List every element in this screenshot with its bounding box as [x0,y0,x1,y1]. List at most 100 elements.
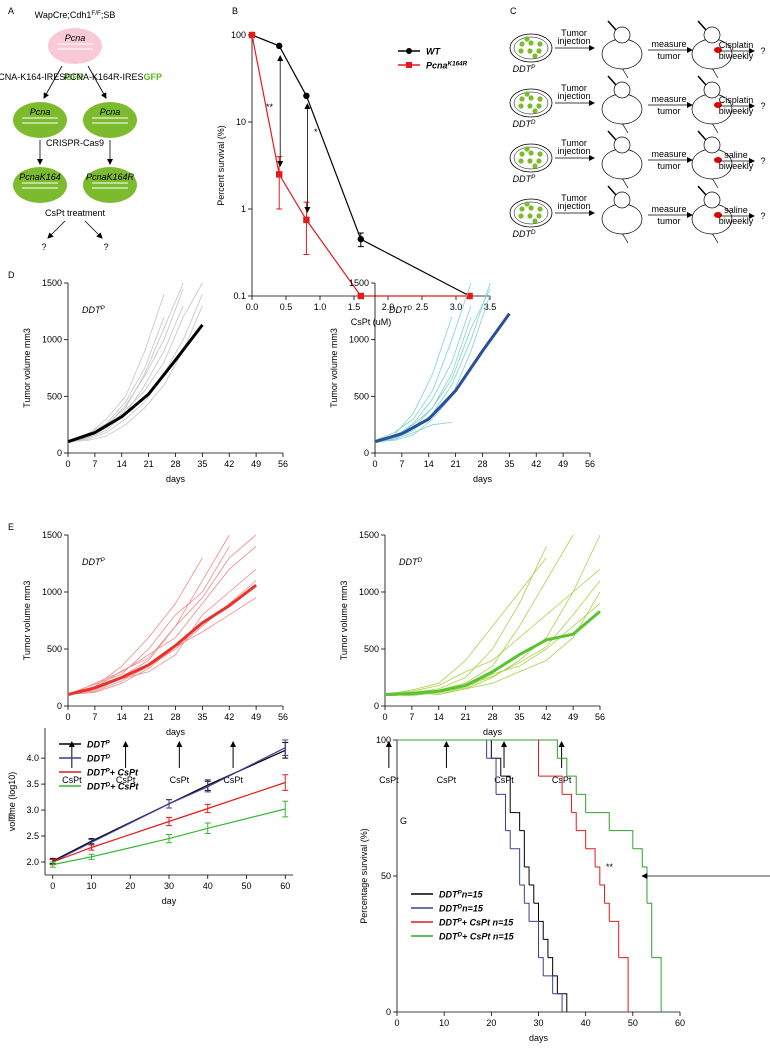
text-group: DDTP [513,64,537,75]
cell [528,95,534,101]
mouse-body [601,203,643,235]
text-part: Pcna [426,61,448,71]
text-group: WapCre;Cdh1F/F;SB [35,10,116,21]
cell-pool [83,102,137,138]
superscript: D [531,229,536,236]
survival-step [552,993,563,1012]
step-label: measure [651,204,686,214]
error-bar [303,201,310,255]
x-tick-label: 56 [585,459,595,469]
y-tick-label: 0 [386,1007,391,1017]
step-label: Tumor [561,193,587,203]
panel-label: F [8,812,14,822]
x-tick-label: 50 [241,881,251,891]
x-tick-label: 40 [581,1018,591,1028]
x-tick-label: 28 [477,459,487,469]
mouse-head [703,81,721,99]
arrow [87,65,107,99]
superscript: P [101,305,106,312]
marker [357,235,364,243]
arrow [84,220,103,239]
error-bar [166,833,172,844]
gene-label: PcnaK164R [86,172,135,182]
y-axis-label: volume (log10) [7,772,17,832]
text-group: DDTD [389,305,413,316]
marker [276,171,283,178]
step-label: injection [557,91,590,101]
panel-label: B [232,6,238,16]
mouse-tail [621,67,629,79]
syringe [607,20,617,31]
text-group: DDTPn=15 [439,889,483,900]
x-tick-label: 35 [197,459,207,469]
survival-step [533,902,539,922]
outcome: ? [760,211,765,221]
step-label: Tumor [561,83,587,93]
survival-step [576,793,587,813]
survival-step [397,739,539,777]
x-tick-label: 7 [399,459,404,469]
series-line [67,323,204,444]
survival-step [519,830,525,868]
x-tick-label: 30 [533,1018,543,1028]
treatment-label: CsPt [116,775,136,785]
syringe [697,130,707,141]
mouse-tail [711,67,719,79]
y-tick-label: 1000 [42,335,62,345]
panel-label: C [510,6,517,16]
survival-step [510,848,521,885]
x-tick-label: 49 [251,459,261,469]
y-tick-label: 500 [47,644,62,654]
x-tick-label: 21 [144,459,154,469]
text-part: DDT [439,904,459,914]
x-tick-label: 14 [434,712,444,722]
x-axis-label: days [483,727,503,737]
superscript: D [458,931,463,938]
dish [509,33,553,63]
y-tick-label: 2.5 [26,831,39,841]
trace-line [384,580,601,697]
x-tick-label: 14 [117,712,127,722]
arrow [43,65,63,99]
text-group: DDTD [87,753,111,764]
survival-step [646,902,653,958]
step-label: tumor [657,106,680,116]
x-tick-label: 0.0 [246,302,259,312]
treatment-label: CsPt [170,775,190,785]
panel-label: E [8,522,14,532]
text-group: DDTP [82,305,106,316]
gene-label: Pcna [100,107,121,117]
text-group: PCNA-K164-IRESGFP [0,72,84,82]
treatment-label: CsPt [62,775,82,785]
text-group: DDTD+ CsPt [87,781,139,792]
superscript: P [106,767,111,774]
gene-label: PcnaK164 [19,172,61,182]
x-tick-label: 0 [382,712,387,722]
survival-step [571,812,577,831]
text-part: DDT [513,64,533,74]
cell [537,151,543,157]
step-label: CRISPR-Cas9 [46,138,104,148]
trace-line [384,546,547,695]
y-axis-label: Percentage survival (%) [359,828,369,924]
y-tick-label: 500 [364,644,379,654]
treatment-label: biweekly [719,106,754,116]
text-part: DDT [87,782,107,792]
legend-marker [406,62,412,68]
x-tick-label: 28 [170,459,180,469]
cell [536,213,542,219]
dish-rim [513,36,549,60]
superscript: D [106,753,111,760]
x-tick-label: 42 [531,459,541,469]
survival-step [397,739,558,759]
cell [518,48,524,54]
step-label: injection [557,36,590,46]
superscript: D [418,557,423,564]
x-tick-label: 42 [224,459,234,469]
cell [518,158,524,164]
superscript: K164R [448,60,468,67]
x-tick-label: 42 [541,712,551,722]
x-tick-label: 40 [203,881,213,891]
superscript: P [106,739,111,746]
x-tick-label: 28 [170,712,180,722]
